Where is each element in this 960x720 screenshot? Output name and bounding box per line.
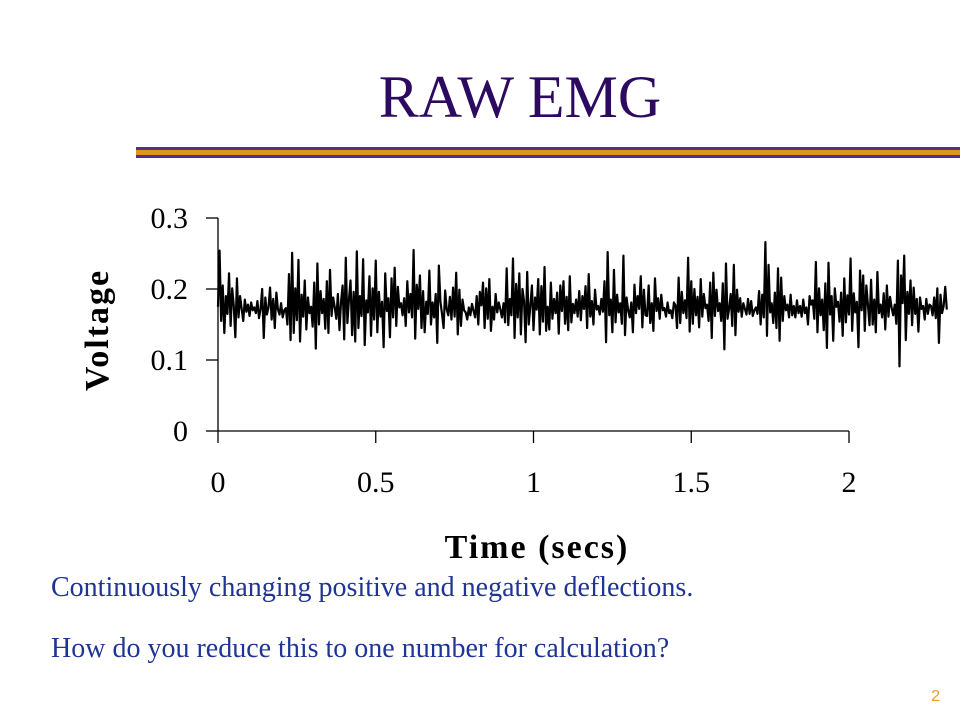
- x-axis-title: Time (secs): [445, 529, 630, 566]
- x-tick-label: 1.5: [673, 466, 711, 499]
- slide-title: RAW EMG: [378, 64, 662, 130]
- title-rule-purple-top: [136, 147, 960, 150]
- y-tick-label: 0.2: [151, 273, 189, 306]
- note-deflections: Continuously changing positive and negat…: [51, 572, 694, 603]
- x-tick-label: 0: [211, 466, 226, 499]
- x-tick-label: 0.5: [357, 466, 395, 499]
- y-tick-label: 0.3: [151, 202, 189, 235]
- page-number: 2: [931, 688, 940, 705]
- chart-tick-labels: 0 0.1 0.2 0.3 0 0.5 1 1.5 2: [151, 202, 857, 499]
- title-rule-gold: [136, 150, 960, 155]
- y-axis-title: Voltage: [79, 269, 116, 391]
- x-tick-label: 1: [526, 466, 541, 499]
- x-tick-label: 2: [842, 466, 857, 499]
- chart-ticks: [206, 217, 850, 443]
- emg-signal-line: [216, 241, 948, 368]
- note-question: How do you reduce this to one number for…: [51, 633, 670, 664]
- title-rule-purple-bottom: [136, 155, 960, 158]
- y-tick-label: 0: [173, 415, 188, 448]
- y-tick-label: 0.1: [151, 344, 189, 377]
